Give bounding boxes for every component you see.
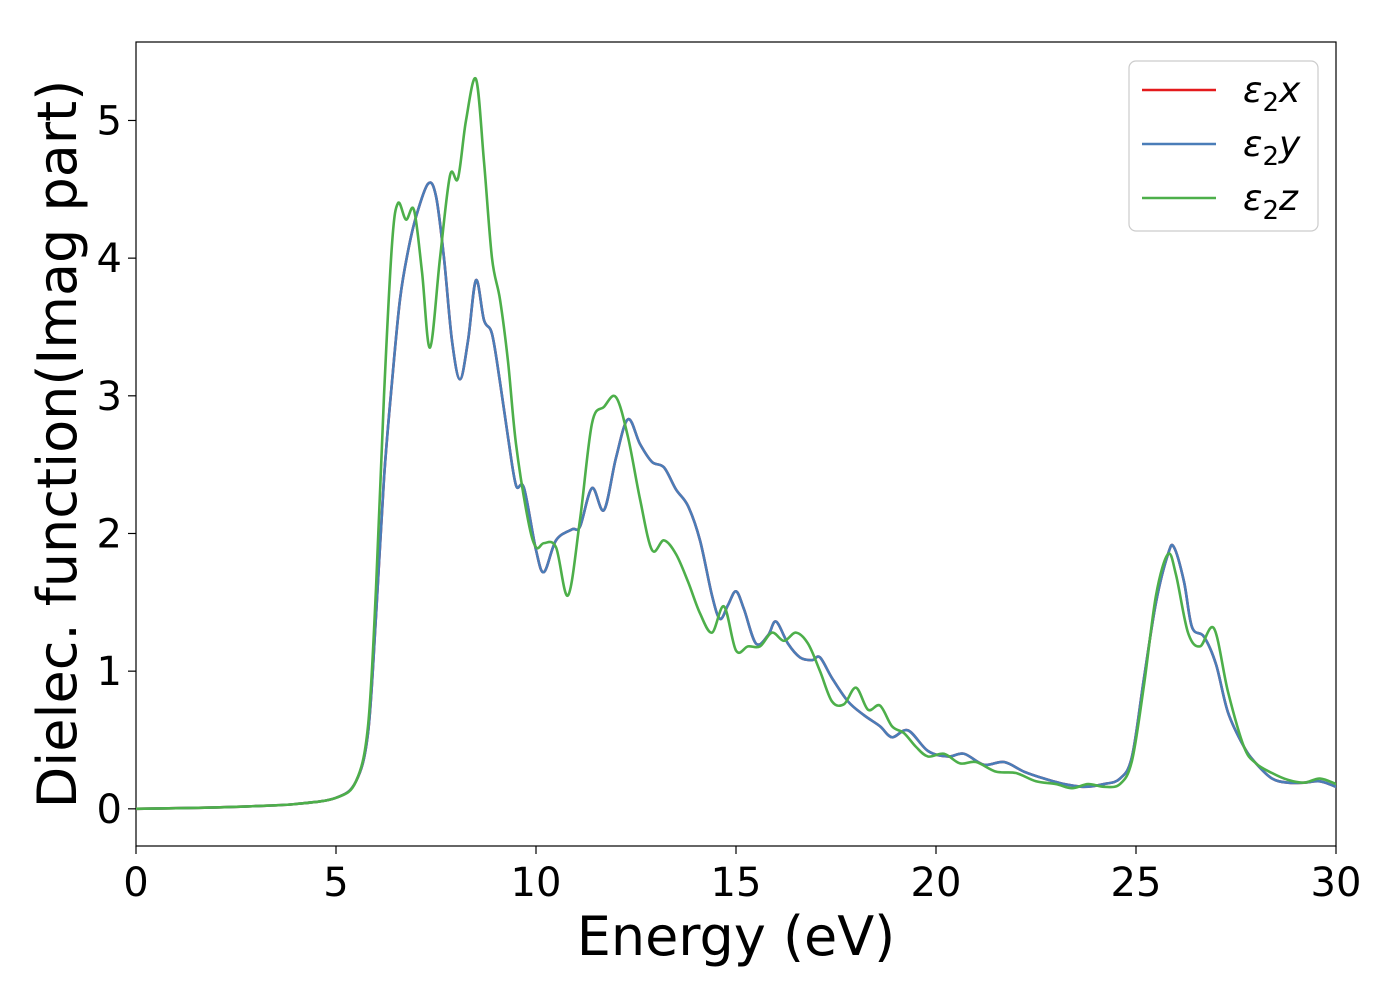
legend: ε2x ε2y ε2z — [1128, 60, 1319, 232]
x-tick-label: 10 — [511, 860, 562, 906]
y-tick-label: 3 — [97, 374, 122, 420]
y-axis-ticks: 0 1 2 3 4 5 — [97, 98, 136, 833]
x-tick-label: 0 — [123, 860, 148, 906]
y-tick-label: 4 — [97, 236, 122, 282]
legend-label-y: ε2y — [1243, 124, 1301, 172]
x-tick-label: 15 — [711, 860, 762, 906]
x-axis-ticks: 0 5 10 15 20 25 30 — [123, 846, 1361, 906]
y-tick-label: 1 — [97, 649, 122, 695]
legend-label-x: ε2x — [1243, 70, 1301, 118]
legend-frame — [1128, 60, 1319, 232]
series-layer — [136, 76, 1336, 811]
x-tick-label: 5 — [323, 860, 348, 906]
y-tick-label: 2 — [97, 511, 122, 557]
series-line-z — [136, 76, 1336, 811]
x-tick-label: 20 — [911, 860, 962, 906]
x-axis-title: Energy (eV) — [577, 905, 896, 968]
y-tick-label: 5 — [97, 98, 122, 144]
y-axis-title: Dielec. function(Imag part) — [26, 80, 89, 809]
x-tick-label: 25 — [1111, 860, 1162, 906]
y-tick-label: 0 — [97, 787, 122, 833]
x-tick-label: 30 — [1311, 860, 1362, 906]
legend-label-z: ε2z — [1243, 178, 1299, 226]
